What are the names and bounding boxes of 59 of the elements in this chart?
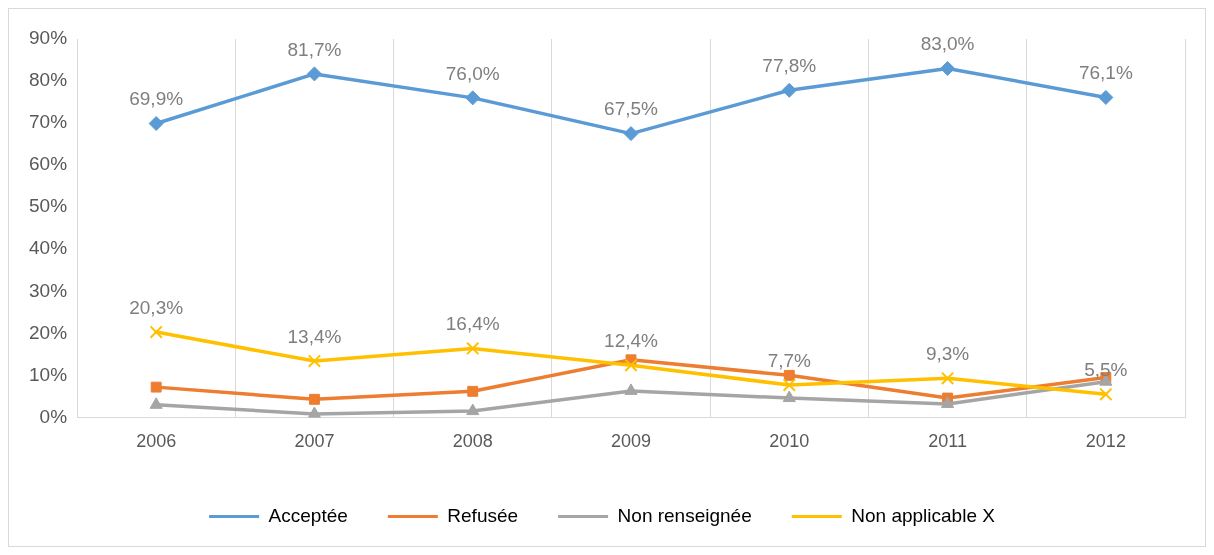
point [783,369,795,381]
x-tick-label: 2008 [452,431,493,452]
point [466,341,480,356]
point [940,60,956,76]
y-tick-label: 10% [29,363,68,385]
data-label: 13,4% [287,325,342,347]
data-label: 76,0% [445,62,500,84]
y-tick-label: 0% [39,405,68,427]
point [307,354,322,368]
legend-label: Non applicable X [851,504,996,526]
data-label: 12,4% [604,330,659,351]
point [467,385,479,397]
point [148,116,164,132]
data-label: 67,5% [604,98,659,120]
point [465,90,481,106]
point [466,403,480,416]
x-tick-label: 2010 [769,431,810,452]
point [782,390,796,403]
data-label: 81,7% [287,38,342,60]
data-label: 16,4% [445,313,500,335]
x-tick-label: 2009 [610,431,652,452]
point [307,406,322,418]
x-tick-label: 2012 [1085,431,1126,452]
x-tick-label: 2007 [294,431,335,452]
point [150,381,162,393]
point [1099,387,1113,401]
y-tick-label: 30% [29,279,68,301]
data-label: 20,3% [129,296,184,318]
point [782,378,796,392]
y-tick-label: 60% [29,153,68,175]
data-label: 69,9% [129,88,184,110]
point [941,396,955,408]
point [149,325,163,339]
data-label: 5,5% [1084,359,1128,381]
y-tick-label: 20% [29,321,68,343]
point [149,397,163,409]
y-tick-label: 50% [29,195,68,217]
point [624,358,638,372]
point [624,383,638,395]
x-tick-label: 2006 [136,431,177,452]
y-tick-label: 70% [29,111,68,133]
data-label: 83,0% [920,33,975,55]
legend-label: Acceptée [268,504,348,526]
legend-label: Refusée [447,504,519,526]
point [623,126,639,142]
data-label: 7,7% [767,349,812,371]
y-tick-label: 80% [29,69,68,91]
point [940,371,955,385]
legend-label: Non renseignée [617,504,752,526]
point [781,82,797,98]
data-label: 77,8% [762,55,817,77]
y-tick-label: 40% [29,237,68,259]
data-label: 76,1% [1078,62,1133,84]
point [306,66,322,82]
y-tick-label: 90% [29,27,68,49]
point [1098,89,1114,105]
x-tick-label: 2011 [928,431,967,452]
point [309,393,320,405]
data-label: 9,3% [925,343,970,365]
